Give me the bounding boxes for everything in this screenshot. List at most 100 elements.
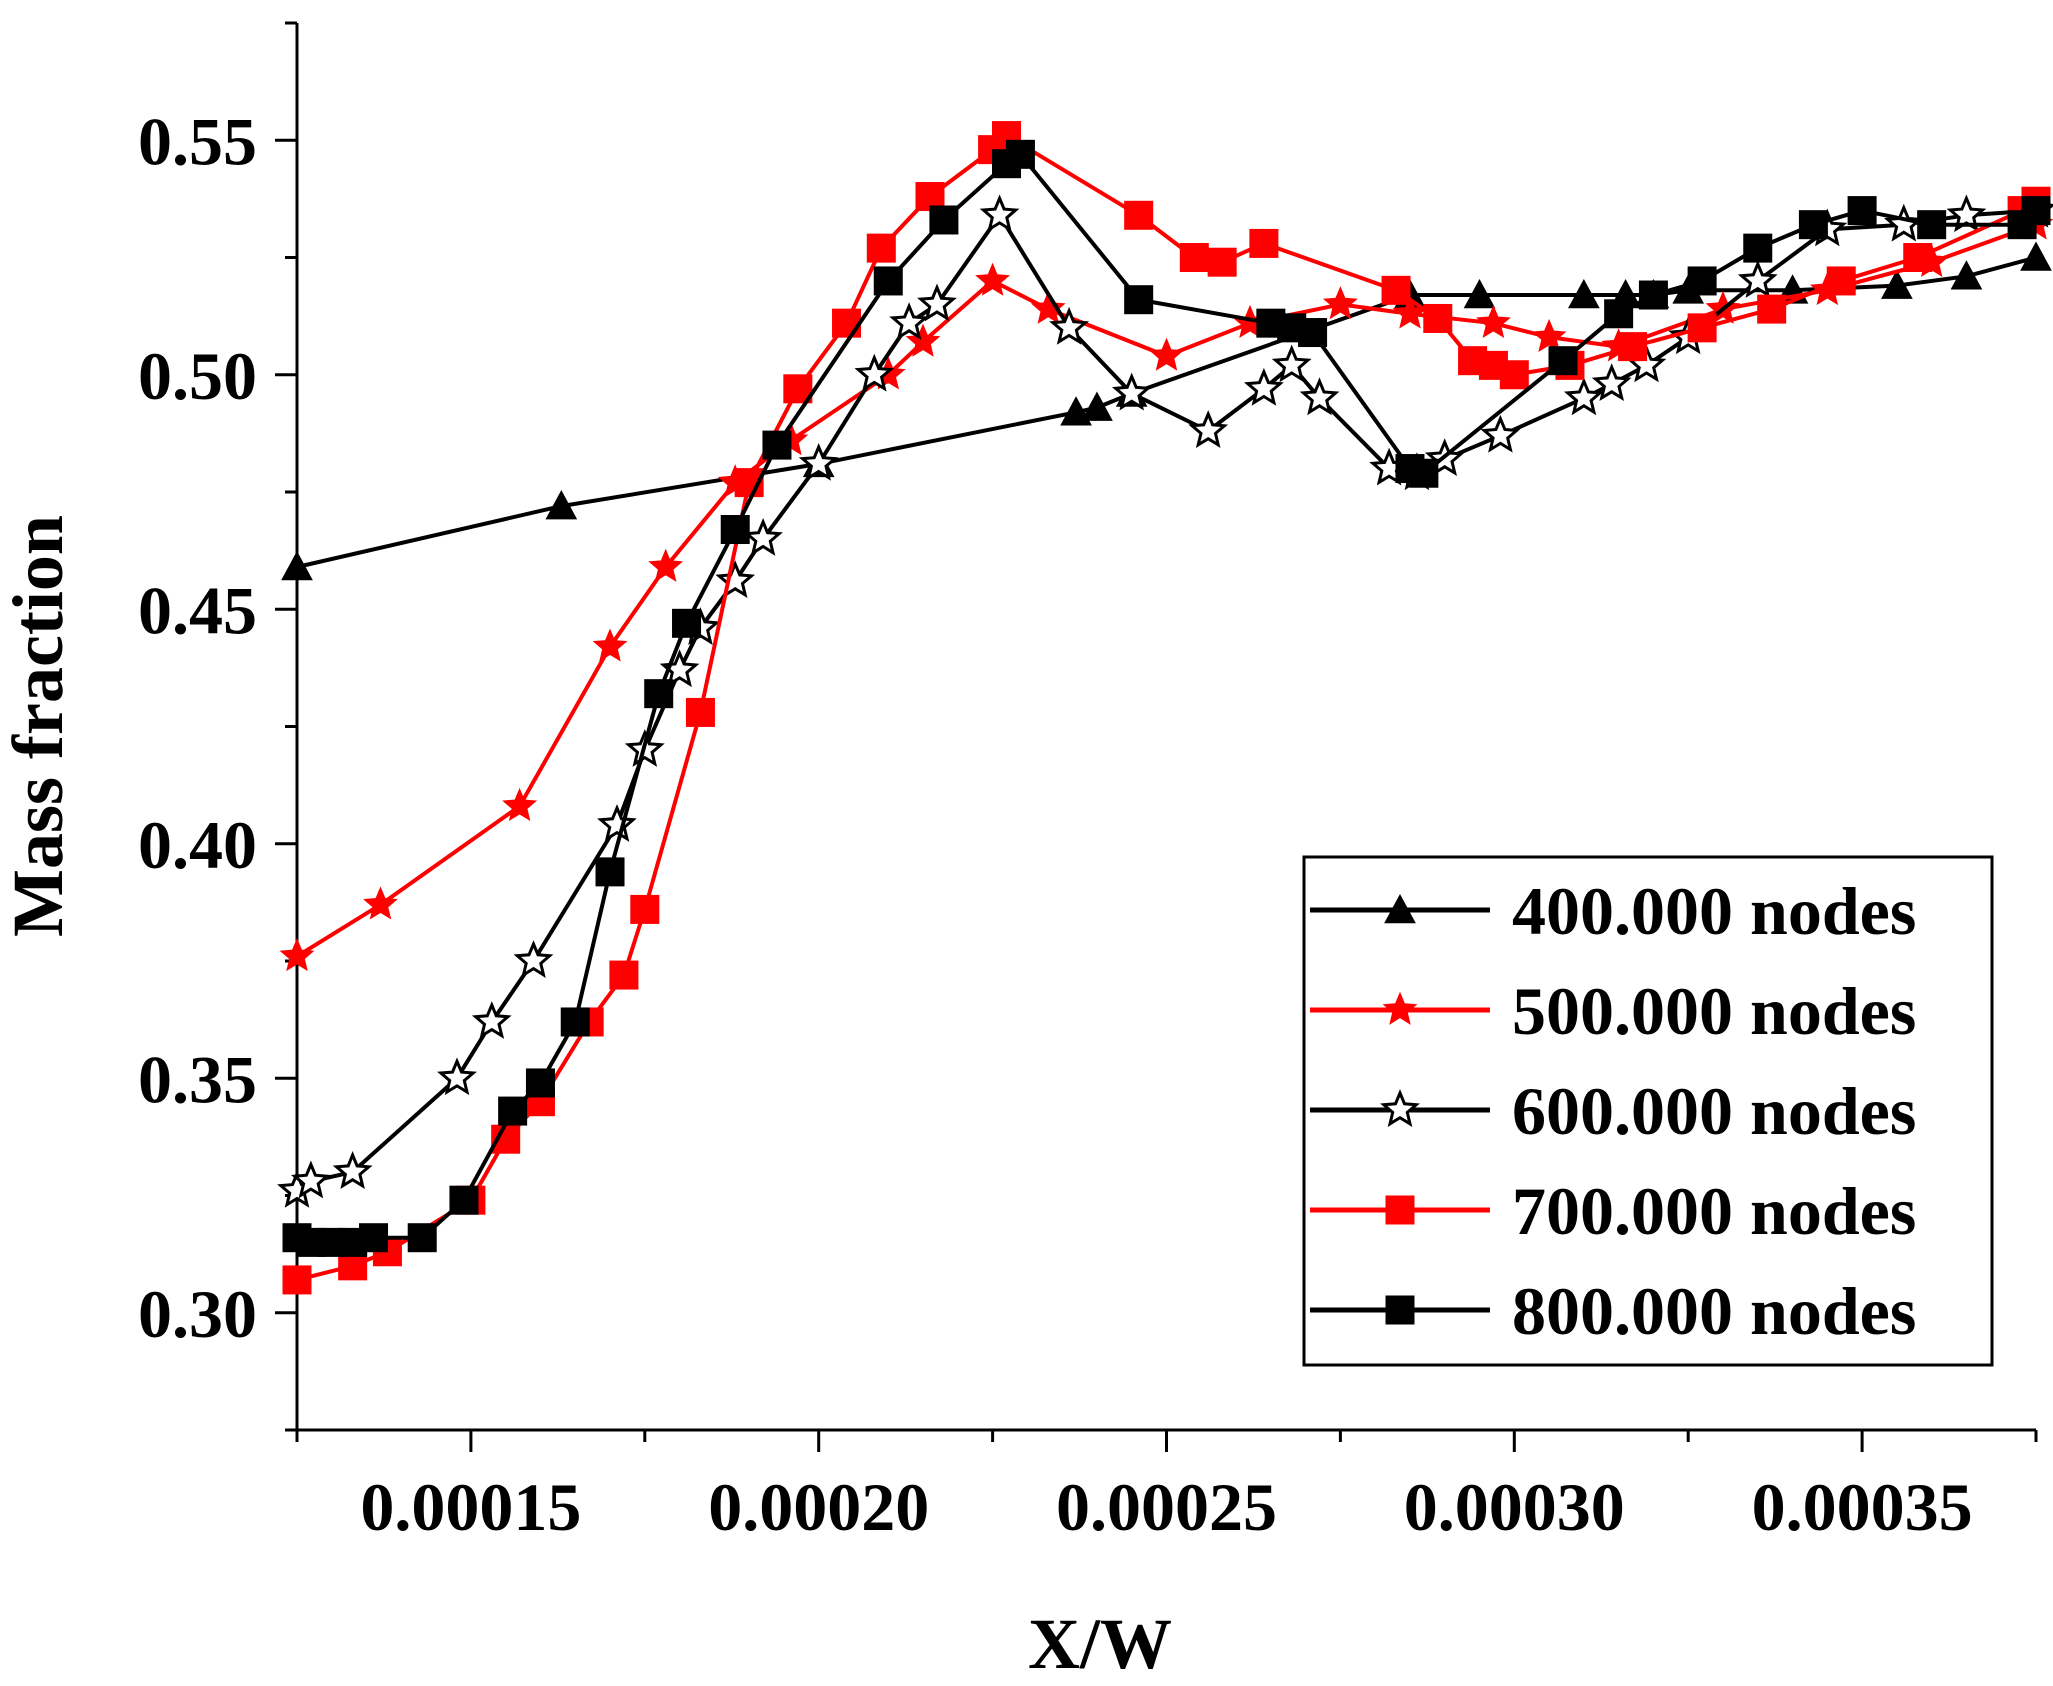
y-tick-label: 0.40	[138, 807, 257, 883]
data-point	[560, 1007, 590, 1037]
data-point	[1124, 200, 1154, 230]
data-point	[798, 442, 839, 481]
data-point	[1687, 313, 1717, 343]
x-tick-label: 0.00025	[1056, 1469, 1277, 1545]
data-point	[648, 548, 684, 582]
data-point	[917, 283, 957, 322]
data-point	[1207, 247, 1237, 277]
data-point	[1463, 278, 1496, 309]
data-point	[685, 697, 715, 727]
data-point	[545, 490, 578, 520]
legend-marker	[1385, 1295, 1415, 1325]
data-point	[471, 1001, 512, 1039]
y-tick-label: 0.45	[138, 572, 257, 648]
data-point	[1271, 344, 1312, 383]
data-point	[1124, 285, 1154, 315]
data-point	[1548, 346, 1578, 376]
data-point	[498, 1096, 528, 1126]
data-point	[873, 266, 903, 296]
data-point	[854, 353, 895, 392]
data-point	[1531, 318, 1567, 353]
data-point	[592, 628, 628, 662]
data-point	[525, 1068, 555, 1098]
legend-label: 500.000 nodes	[1512, 973, 1916, 1049]
data-point	[1480, 414, 1521, 453]
data-point	[1881, 269, 1913, 299]
legend-marker	[1380, 1089, 1420, 1127]
data-point	[513, 940, 554, 978]
data-point	[502, 787, 538, 822]
series-line	[296, 133, 2038, 1282]
data-point	[332, 1151, 373, 1189]
data-point	[1381, 275, 1411, 305]
legend-item: 400.000 nodes	[1310, 873, 1916, 949]
data-point	[743, 517, 783, 556]
data-point	[595, 857, 625, 887]
data-point	[437, 1057, 477, 1096]
data-point	[1826, 266, 1856, 296]
data-point	[762, 430, 792, 460]
legend-item: 500.000 nodes	[1310, 973, 1916, 1049]
series-group	[277, 121, 2053, 1295]
data-point	[282, 1265, 312, 1295]
data-point	[1737, 259, 1778, 298]
y-axis-title: Mass fraction	[0, 515, 78, 937]
data-point	[720, 515, 750, 545]
data-point	[2021, 196, 2051, 226]
data-point	[2020, 241, 2052, 271]
data-point	[1591, 363, 1632, 402]
legend-item: 600.000 nodes	[1310, 1073, 1916, 1149]
legend-item: 700.000 nodes	[1310, 1173, 1916, 1249]
y-ticks: 0.30 0.35 0.40 0.45 0.50 0.55	[138, 21, 297, 1432]
data-point	[1179, 243, 1209, 272]
data-point	[1883, 203, 1924, 242]
data-point	[1111, 372, 1152, 411]
x-axis-title: X/W	[1028, 1604, 1172, 1684]
legend: 400.000 nodes 500.000 nodes 600.000 nodes 7…	[1302, 855, 1994, 1367]
data-point	[597, 804, 637, 842]
data-point	[672, 608, 702, 638]
data-point	[1568, 278, 1600, 309]
data-point	[1499, 360, 1529, 390]
y-tick-label: 0.30	[138, 1276, 257, 1352]
data-point	[449, 1185, 479, 1215]
y-tick-label: 0.55	[138, 103, 257, 179]
data-point	[281, 550, 313, 581]
data-point	[1618, 332, 1648, 362]
data-point	[866, 233, 896, 263]
legend-label: 800.000 nodes	[1512, 1273, 1916, 1349]
data-point	[832, 308, 862, 338]
x-ticks: 0.00015 0.00020 0.00025 0.00030 0.00035	[295, 1430, 2038, 1545]
data-point	[359, 1223, 389, 1253]
y-tick-label: 0.50	[138, 338, 257, 414]
data-point	[1409, 458, 1439, 488]
data-point	[1798, 210, 1828, 240]
data-point	[644, 679, 674, 709]
data-point	[1299, 377, 1340, 416]
data-point	[715, 560, 756, 599]
data-point	[290, 1160, 331, 1199]
data-point	[1917, 210, 1947, 240]
data-point	[1188, 410, 1229, 448]
data-point	[1476, 304, 1511, 338]
data-point	[1081, 391, 1113, 421]
data-point	[979, 194, 1020, 233]
data-point	[1563, 377, 1604, 416]
data-point	[1423, 303, 1453, 333]
data-point	[1638, 280, 1668, 310]
legend-label: 400.000 nodes	[1512, 873, 1916, 949]
y-tick-label: 0.35	[138, 1041, 257, 1117]
legend-label: 600.000 nodes	[1512, 1073, 1916, 1149]
data-point	[609, 960, 639, 990]
data-point	[1847, 196, 1877, 226]
x-tick-label: 0.00030	[1404, 1469, 1625, 1545]
legend-marker	[1382, 991, 1418, 1025]
legend-marker	[1385, 1195, 1415, 1225]
data-point	[1604, 299, 1634, 329]
data-point	[1049, 306, 1090, 345]
legend-label: 700.000 nodes	[1512, 1173, 1916, 1249]
legend-marker	[1384, 893, 1416, 924]
data-point	[1243, 367, 1284, 406]
data-point	[1950, 260, 1983, 290]
